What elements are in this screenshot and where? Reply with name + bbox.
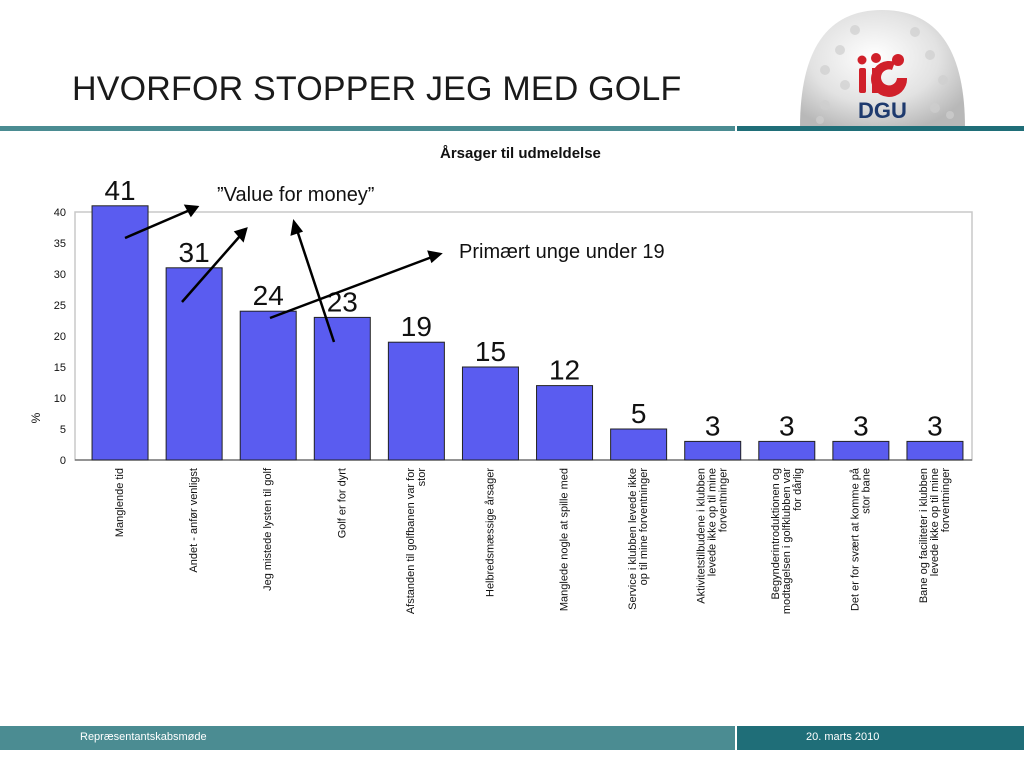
x-tick-label: forventninger xyxy=(718,468,730,533)
arrowhead-icon xyxy=(427,250,443,264)
y-tick-label: 40 xyxy=(54,207,66,219)
x-tick-label: op til mine forventninger xyxy=(638,468,650,586)
y-tick-label: 5 xyxy=(60,424,66,436)
x-tick-label: Manglende tid xyxy=(114,468,126,537)
x-tick-label: Begynderintroduktionen og xyxy=(770,468,782,599)
x-tick-label: modtagelsen i golfklubben var xyxy=(781,468,793,614)
arrowhead-icon xyxy=(290,218,304,236)
annotation-young: Primært unge under 19 xyxy=(459,241,665,263)
bar-value-label: 19 xyxy=(401,311,432,342)
y-tick-label: 35 xyxy=(54,238,66,250)
bar-value-label: 3 xyxy=(853,410,869,441)
bar xyxy=(758,440,816,461)
y-tick-label: 25 xyxy=(54,300,66,312)
arrow-vfm-1 xyxy=(124,208,191,240)
y-axis-label: % xyxy=(29,412,43,423)
bar xyxy=(239,310,297,461)
bar-value-label: 31 xyxy=(179,237,210,268)
footer: Repræsentantskabsmøde 20. marts 2010 xyxy=(0,726,1024,750)
bar xyxy=(684,440,742,461)
dgu-logo: DGU xyxy=(800,10,965,128)
y-tick-label: 20 xyxy=(54,331,66,343)
x-tick-label: stor xyxy=(416,468,428,487)
x-tick-label: Helbredsmæssige årsager xyxy=(484,468,496,597)
arrow-young xyxy=(269,255,433,320)
annotation-value-for-money: ”Value for money” xyxy=(217,184,375,206)
bar xyxy=(387,341,445,461)
chart-title: Årsager til udmeldelse xyxy=(440,145,601,162)
bar-value-label: 24 xyxy=(253,280,284,311)
bar xyxy=(536,385,594,461)
x-tick-label: Bane og faciliteter i klubben xyxy=(918,468,930,603)
bar-value-label: 3 xyxy=(927,410,943,441)
x-tick-label: Golf er for dyrt xyxy=(336,468,348,538)
x-tick-label: Service i klubben levede ikke xyxy=(627,468,639,610)
arrowhead-icon xyxy=(233,227,248,243)
bar xyxy=(313,316,371,461)
x-tick-label: Afstanden til golfbanen var for xyxy=(405,468,417,614)
bar-value-label: 15 xyxy=(475,336,506,367)
header-divider xyxy=(0,126,735,131)
bar-value-label: 5 xyxy=(631,398,647,429)
x-tick-label: Jeg mistede lysten til golf xyxy=(262,467,274,591)
bar-value-label: 41 xyxy=(104,175,135,206)
x-tick-label: Andet - anfør venligst xyxy=(188,468,200,573)
x-tick-label: Manglede nogle at spille med xyxy=(559,468,571,611)
arrow-vfm-2 xyxy=(181,235,241,303)
bar-value-label: 12 xyxy=(549,355,580,386)
footer-date: 20. marts 2010 xyxy=(806,731,880,743)
bar xyxy=(165,267,223,461)
x-tick-label: levede ikke op til mine xyxy=(707,468,719,576)
bar xyxy=(91,205,149,461)
x-tick-label: forventninger xyxy=(940,468,952,533)
bar-value-label: 3 xyxy=(779,410,795,441)
footer-bar-right xyxy=(737,726,1024,750)
bar xyxy=(832,440,890,461)
arrowhead-icon xyxy=(183,204,200,218)
logo-text: DGU xyxy=(858,98,907,123)
bar-value-label: 3 xyxy=(705,410,721,441)
y-tick-label: 15 xyxy=(54,362,66,374)
footer-bar-left xyxy=(0,726,735,750)
dgu-mark-icon xyxy=(857,53,908,97)
y-tick-label: 10 xyxy=(54,393,66,405)
x-tick-label: Aktivitetstilbudene i klubben xyxy=(696,468,708,604)
annotation-arrows xyxy=(124,204,443,343)
bar xyxy=(906,440,964,461)
x-tick-label: Det er for svært at komme på xyxy=(849,467,861,611)
header-divider-accent xyxy=(737,126,1024,131)
y-tick-label: 30 xyxy=(54,269,66,281)
bar xyxy=(610,428,668,461)
y-tick-label: 0 xyxy=(60,455,66,467)
x-tick-label: for dårlig xyxy=(792,468,804,511)
footer-event-name: Repræsentantskabsmøde xyxy=(80,731,207,743)
arrow-vfm-3 xyxy=(295,229,336,343)
slide-title: HVORFOR STOPPER JEG MED GOLF xyxy=(72,70,682,108)
x-tick-label: stor bane xyxy=(860,468,872,514)
x-tick-label: levede ikke op til mine xyxy=(929,468,941,576)
bar xyxy=(461,366,519,461)
